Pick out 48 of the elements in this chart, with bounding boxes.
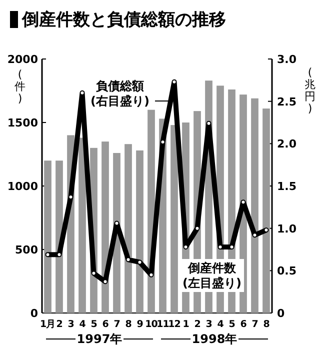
- bar: [78, 138, 86, 313]
- x-tick-label: 4: [217, 319, 224, 330]
- y-tick-label: 2000: [7, 53, 38, 66]
- x-tick-label: 1: [182, 319, 189, 330]
- text: 1998年: [192, 332, 238, 346]
- y-axis-title: (件): [14, 68, 26, 105]
- x-tick-label: 11: [156, 319, 169, 330]
- legend-label: 負債総額 (右目盛り): [90, 79, 150, 108]
- y-tick-label: 1500: [7, 116, 38, 130]
- x-tick-label: 10: [145, 319, 158, 330]
- y2-tick-label: 3.0: [277, 53, 297, 66]
- bar: [251, 98, 258, 313]
- x-tick-label: 2: [194, 319, 200, 330]
- x-tick-label: 4: [79, 319, 86, 330]
- y-tick-label: 500: [15, 244, 38, 256]
- y-tick-label: 1000: [7, 180, 38, 193]
- x-tick-label: 7: [114, 319, 120, 330]
- bar: [124, 144, 132, 313]
- x-tick-label: 6: [102, 319, 110, 330]
- x-tick-label: 2: [56, 319, 62, 330]
- y2-axis-title: (兆円): [304, 66, 316, 115]
- x-tick-label: 6: [240, 319, 248, 330]
- y2-tick-label: 0.5: [277, 264, 296, 278]
- series-label: 倒産件数 (左目盛り): [182, 261, 242, 290]
- y2-tick-label: 0: [277, 307, 285, 320]
- y2-tick-label: 1.0: [277, 222, 297, 236]
- x-tick-label: 5: [228, 319, 235, 330]
- bar: [136, 150, 144, 313]
- y2-tick-label: 2.5: [277, 95, 296, 108]
- y2-tick-label: 1.5: [277, 180, 296, 193]
- chart-title: 倒産件数と負債総額の推移: [21, 10, 226, 30]
- bar: [102, 142, 109, 313]
- y-tick-label: 0: [30, 307, 38, 320]
- x-tick-label: 12: [168, 319, 180, 330]
- x-tick-label: 3: [206, 319, 212, 330]
- bar: [44, 160, 52, 313]
- x-tick-label: 8: [263, 319, 270, 330]
- bar: [56, 160, 63, 313]
- x-tick-label: 9: [136, 319, 143, 330]
- text: 1997年: [76, 332, 122, 346]
- x-tick-label: 3: [68, 319, 74, 330]
- bar: [262, 108, 270, 313]
- x-tick-label: 1月: [40, 319, 56, 330]
- bar: [170, 125, 178, 313]
- x-tick-label: 5: [90, 319, 97, 330]
- x-tick-label: 7: [252, 319, 258, 330]
- x-tick-label: 8: [125, 319, 132, 330]
- y2-tick-label: 2.0: [277, 138, 297, 151]
